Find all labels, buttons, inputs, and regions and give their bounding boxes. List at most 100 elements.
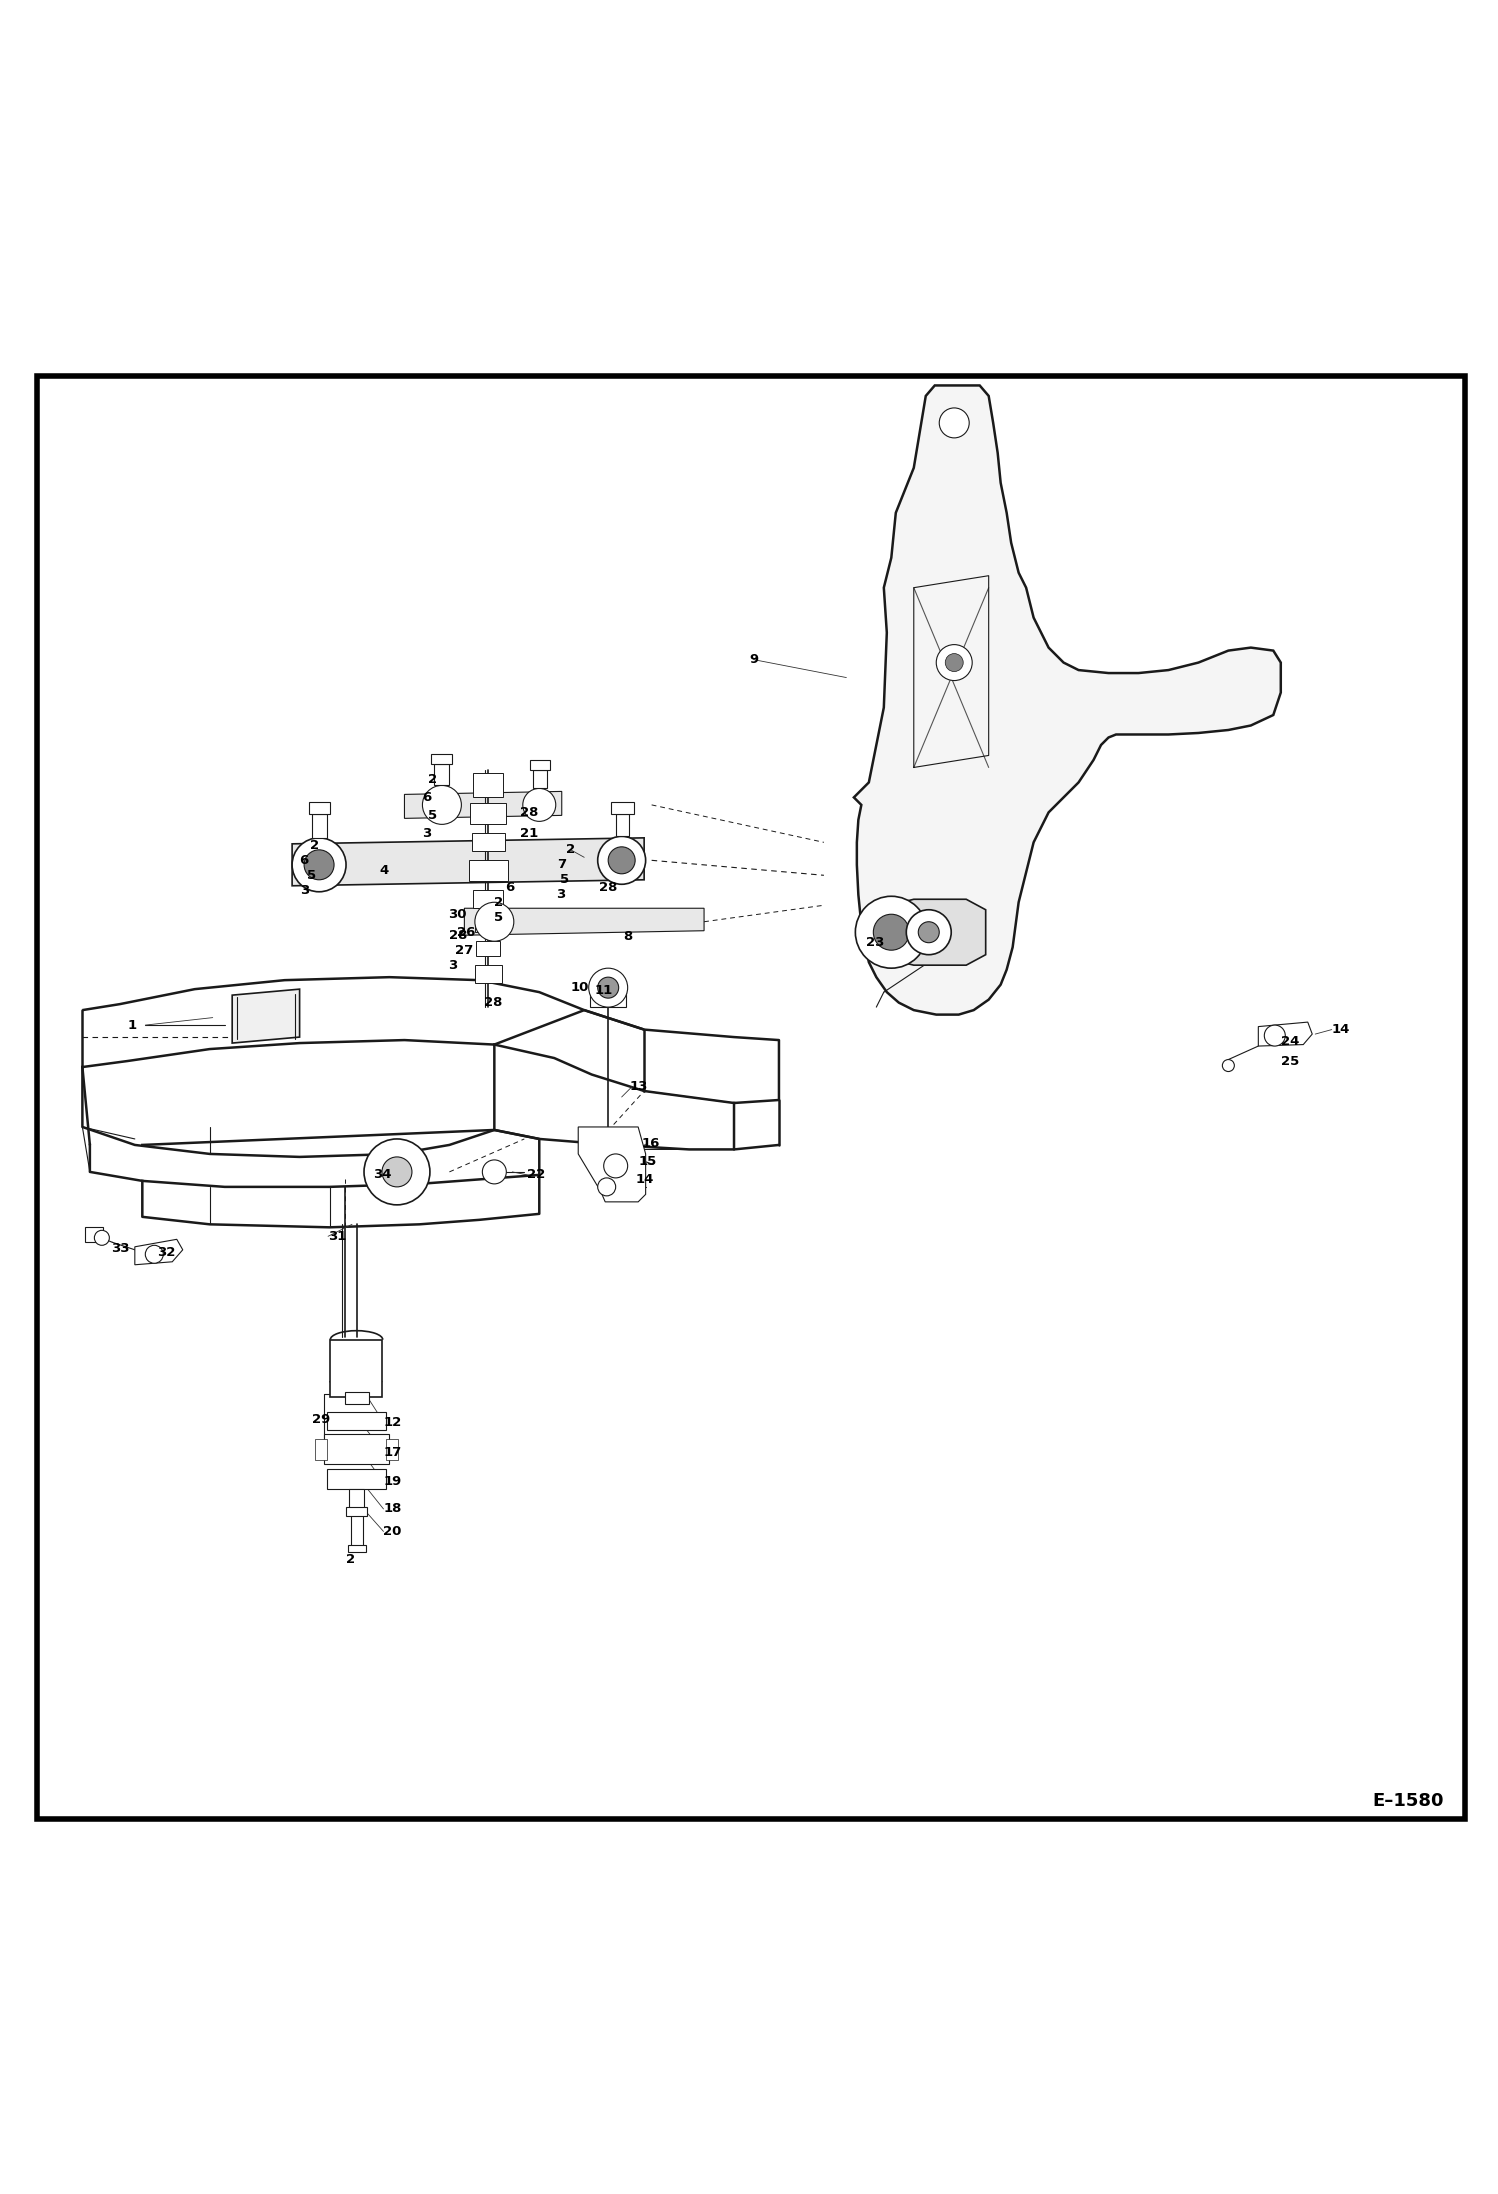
Text: 6: 6 bbox=[300, 853, 309, 867]
Text: 31: 31 bbox=[328, 1231, 346, 1242]
Text: 6: 6 bbox=[422, 790, 431, 803]
Text: 21: 21 bbox=[520, 827, 538, 840]
Bar bbox=[349, 1490, 364, 1512]
Circle shape bbox=[422, 785, 461, 825]
Text: E–1580: E–1580 bbox=[1372, 1792, 1444, 1810]
Circle shape bbox=[304, 849, 334, 880]
Circle shape bbox=[364, 1139, 430, 1205]
Circle shape bbox=[945, 654, 963, 671]
Bar bbox=[346, 1507, 367, 1516]
Polygon shape bbox=[135, 1240, 183, 1264]
Text: 1: 1 bbox=[127, 1018, 136, 1031]
Bar bbox=[475, 917, 502, 932]
Bar bbox=[85, 1226, 103, 1242]
Bar bbox=[348, 1545, 366, 1553]
Circle shape bbox=[1222, 1060, 1234, 1071]
Circle shape bbox=[598, 1178, 616, 1196]
Bar bbox=[309, 801, 330, 814]
Polygon shape bbox=[404, 792, 562, 818]
Circle shape bbox=[382, 1156, 412, 1187]
Text: 2: 2 bbox=[566, 842, 575, 856]
Bar bbox=[590, 989, 626, 1007]
Bar bbox=[386, 1439, 398, 1459]
Bar bbox=[473, 891, 503, 908]
Bar bbox=[327, 1468, 386, 1490]
Bar bbox=[533, 770, 547, 788]
Text: 3: 3 bbox=[448, 959, 457, 972]
Polygon shape bbox=[292, 838, 644, 886]
Text: 5: 5 bbox=[560, 873, 569, 886]
Text: 28: 28 bbox=[520, 805, 538, 818]
Circle shape bbox=[939, 408, 969, 439]
Text: 2: 2 bbox=[346, 1553, 355, 1567]
Text: 16: 16 bbox=[641, 1136, 659, 1150]
Text: 13: 13 bbox=[629, 1079, 647, 1093]
Text: 26: 26 bbox=[457, 926, 475, 939]
Text: 17: 17 bbox=[383, 1446, 401, 1459]
Text: 27: 27 bbox=[455, 943, 473, 957]
Polygon shape bbox=[578, 1128, 646, 1202]
Circle shape bbox=[475, 902, 514, 941]
Circle shape bbox=[1264, 1025, 1285, 1047]
Text: 30: 30 bbox=[448, 908, 466, 921]
Text: 14: 14 bbox=[1332, 1022, 1350, 1036]
Bar bbox=[327, 1411, 386, 1430]
Text: 28: 28 bbox=[599, 880, 617, 893]
Text: 10: 10 bbox=[571, 981, 589, 994]
Circle shape bbox=[145, 1246, 163, 1264]
Bar bbox=[324, 1435, 389, 1463]
Bar bbox=[472, 834, 505, 851]
Circle shape bbox=[523, 788, 556, 821]
Circle shape bbox=[598, 976, 619, 998]
Text: 15: 15 bbox=[638, 1154, 656, 1167]
Text: 3: 3 bbox=[556, 889, 565, 902]
Polygon shape bbox=[872, 900, 986, 965]
Bar bbox=[431, 755, 452, 764]
Circle shape bbox=[855, 897, 927, 968]
Text: 2: 2 bbox=[428, 772, 437, 785]
Circle shape bbox=[608, 847, 635, 873]
Bar bbox=[315, 1439, 327, 1459]
Text: 8: 8 bbox=[623, 930, 632, 943]
Circle shape bbox=[936, 645, 972, 680]
Text: 2: 2 bbox=[494, 895, 503, 908]
Bar bbox=[470, 803, 506, 825]
Text: 24: 24 bbox=[1281, 1036, 1299, 1049]
Bar bbox=[475, 965, 502, 983]
Bar bbox=[616, 814, 629, 836]
Bar bbox=[469, 860, 508, 882]
Text: 7: 7 bbox=[557, 858, 566, 871]
Text: 28: 28 bbox=[449, 928, 467, 941]
Text: 18: 18 bbox=[383, 1503, 401, 1516]
Text: 2: 2 bbox=[310, 838, 319, 851]
Bar bbox=[434, 764, 449, 785]
Text: 5: 5 bbox=[307, 869, 316, 882]
Text: 33: 33 bbox=[111, 1242, 129, 1255]
Circle shape bbox=[918, 921, 939, 943]
Bar bbox=[330, 1341, 382, 1398]
Circle shape bbox=[292, 838, 346, 891]
Text: 29: 29 bbox=[312, 1413, 330, 1426]
Polygon shape bbox=[464, 908, 704, 935]
Text: 25: 25 bbox=[1281, 1055, 1299, 1068]
Text: 9: 9 bbox=[749, 654, 758, 667]
Polygon shape bbox=[854, 386, 1281, 1014]
Polygon shape bbox=[1258, 1022, 1312, 1047]
Bar bbox=[530, 759, 550, 770]
Text: 4: 4 bbox=[379, 864, 388, 878]
Text: 32: 32 bbox=[157, 1246, 175, 1259]
Circle shape bbox=[604, 1154, 628, 1178]
Text: 14: 14 bbox=[635, 1174, 653, 1187]
Text: 28: 28 bbox=[484, 996, 502, 1009]
Text: 20: 20 bbox=[383, 1525, 401, 1538]
Text: 5: 5 bbox=[494, 911, 503, 924]
Circle shape bbox=[906, 911, 951, 954]
Text: 23: 23 bbox=[866, 937, 884, 950]
Text: 6: 6 bbox=[505, 880, 514, 893]
Text: 3: 3 bbox=[422, 827, 431, 840]
Circle shape bbox=[94, 1231, 109, 1246]
Text: 5: 5 bbox=[428, 810, 437, 823]
Bar bbox=[476, 941, 500, 957]
Bar bbox=[611, 801, 634, 814]
Circle shape bbox=[482, 1161, 506, 1185]
